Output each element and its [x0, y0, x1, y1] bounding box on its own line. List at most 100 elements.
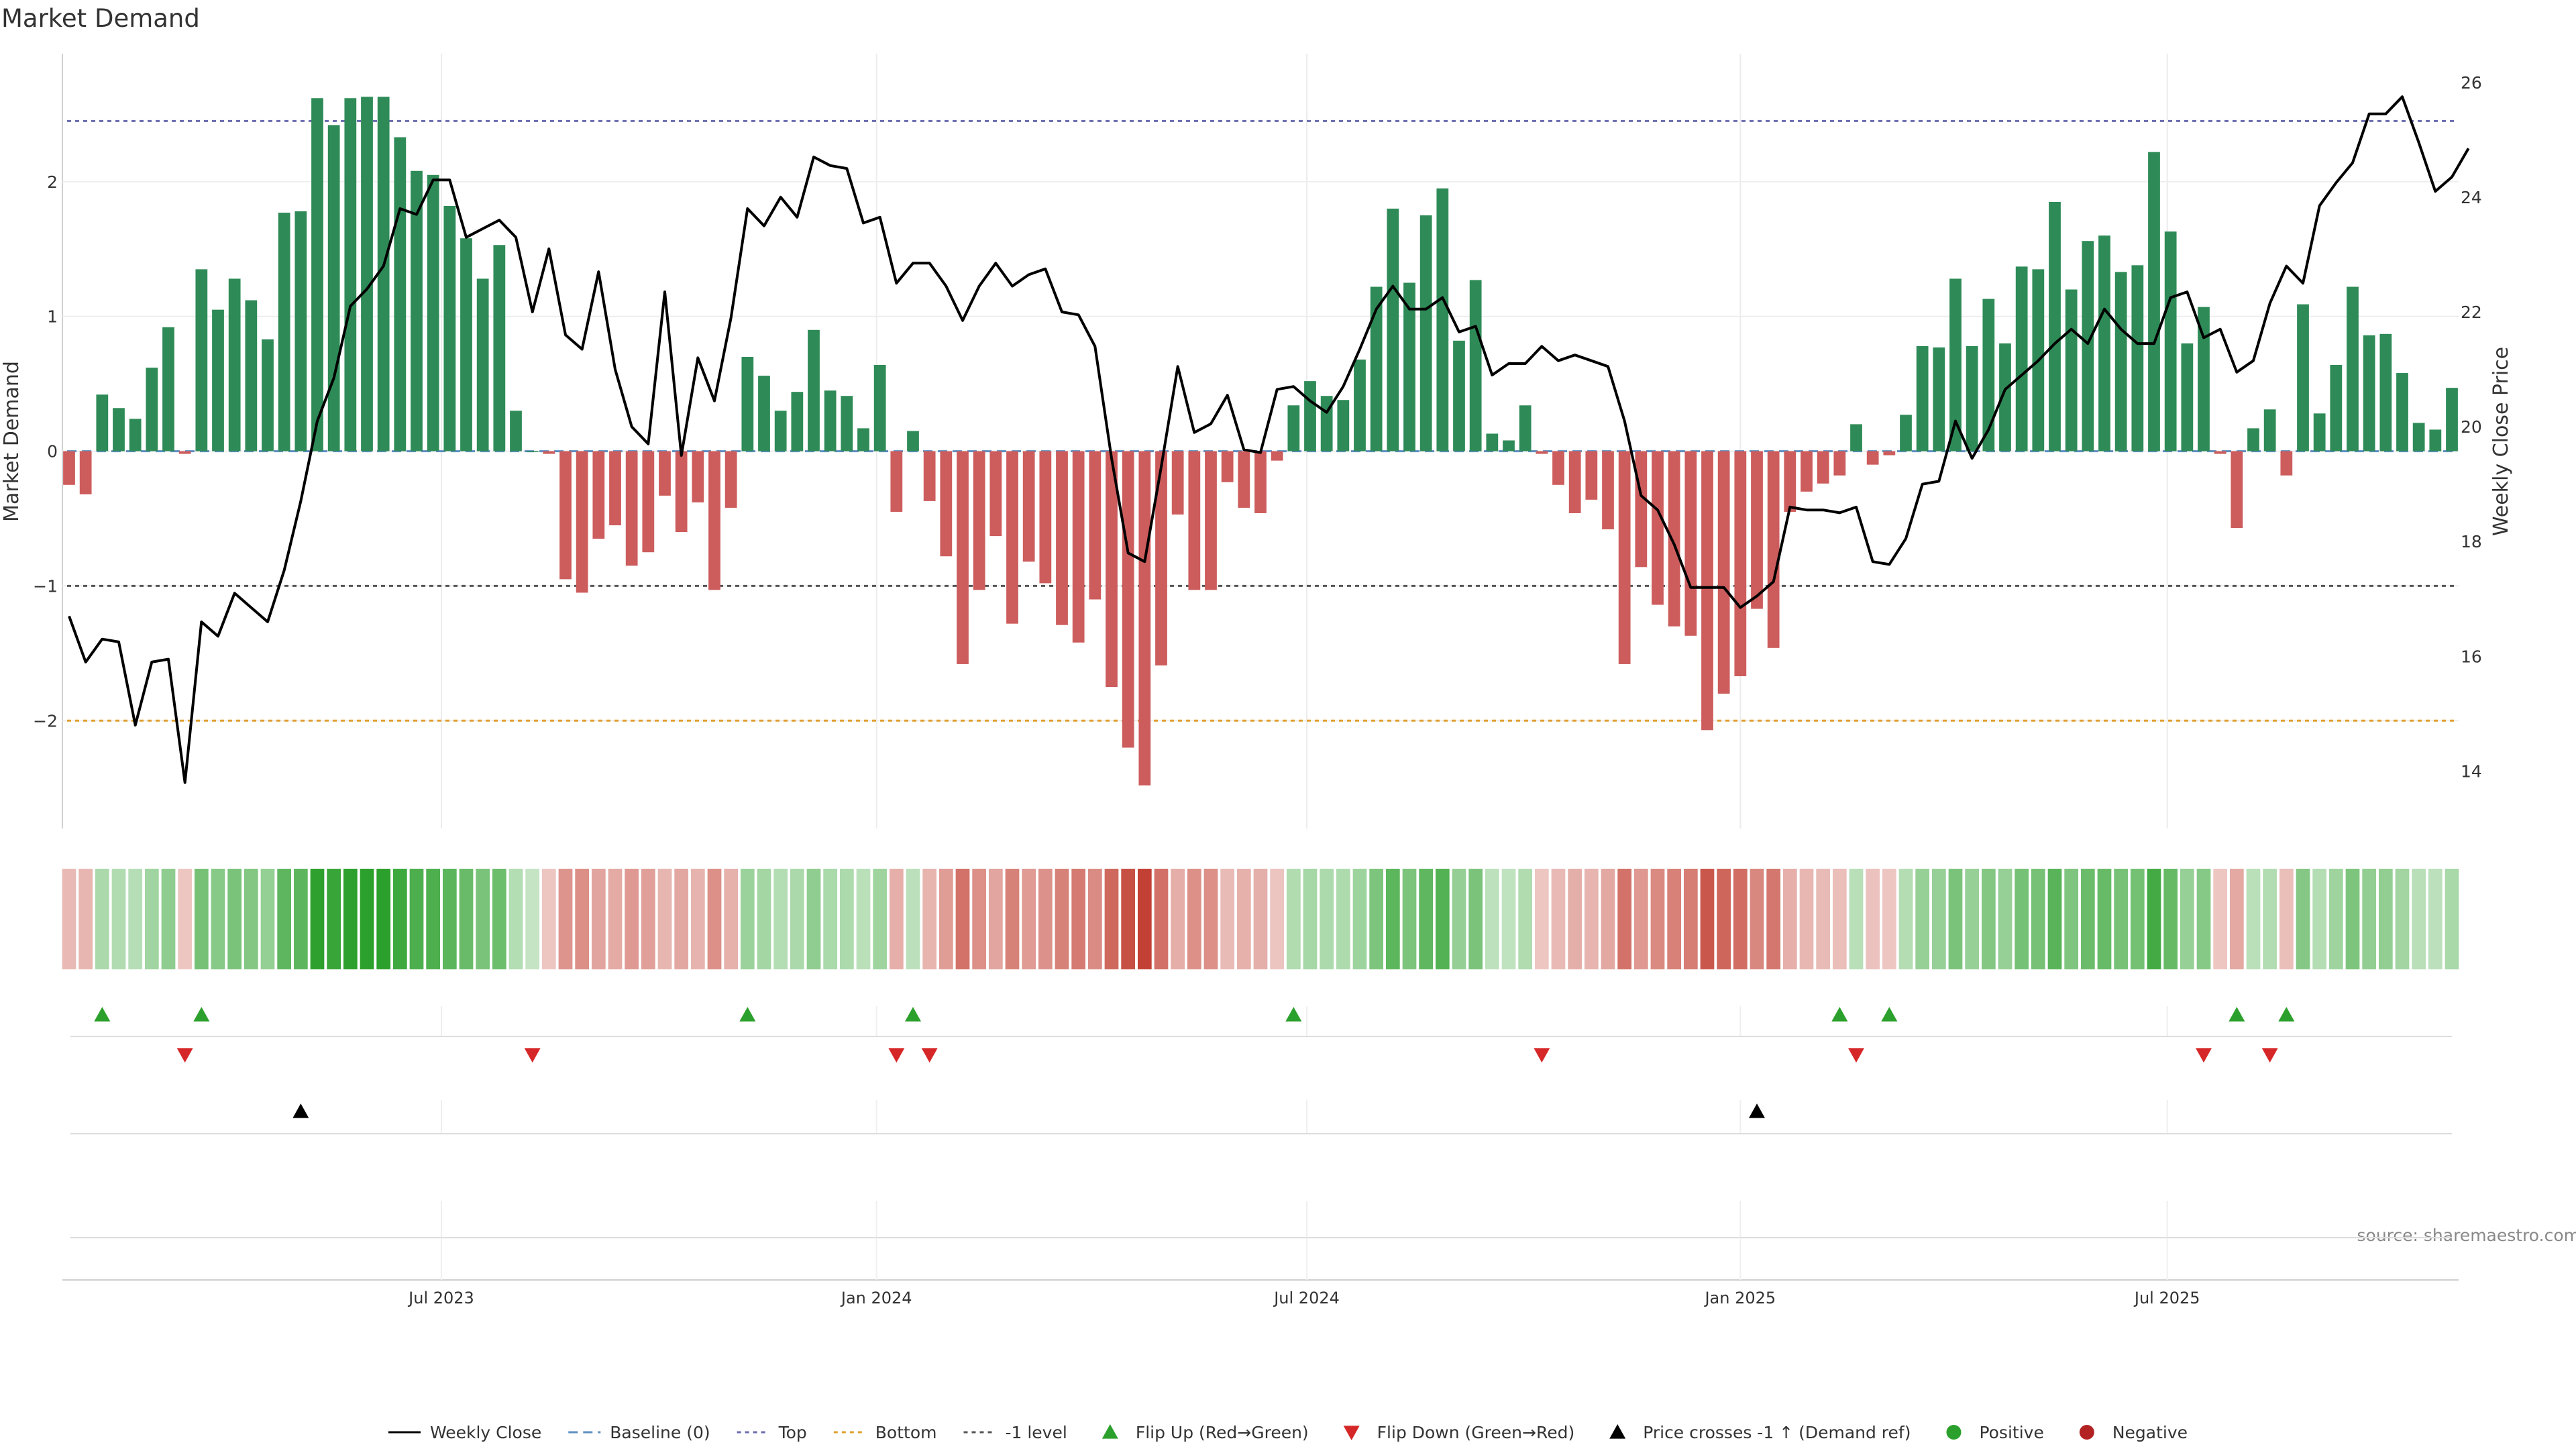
demand-bar [2446, 388, 2458, 451]
demand-bar [327, 125, 340, 451]
demand-bar [625, 451, 638, 566]
x-tick-label: Jan 2025 [1703, 1289, 1776, 1307]
strip-cell [740, 869, 755, 969]
strip-cell [757, 869, 771, 969]
strip-cell [310, 869, 325, 969]
strip-cell [62, 869, 76, 969]
demand-bar [1652, 451, 1664, 605]
right-tick-label: 18 [2461, 532, 2482, 551]
flip-down-marker [524, 1048, 541, 1063]
strip-cell [1187, 869, 1201, 969]
demand-bar [2313, 413, 2326, 451]
demand-bar [262, 339, 274, 451]
strip-cell [906, 869, 920, 969]
demand-bar [63, 451, 75, 485]
demand-bar [592, 451, 605, 539]
strip-cell [343, 869, 358, 969]
demand-bar [2379, 333, 2392, 451]
demand-bar [923, 451, 936, 501]
weekly-close-line [68, 95, 2470, 784]
demand-bar [278, 213, 290, 451]
demand-bar [2049, 201, 2061, 451]
demand-bars [63, 97, 2458, 786]
strip-cell [657, 869, 672, 969]
demand-bar [113, 408, 125, 451]
strip-cell [1832, 869, 1847, 969]
strip-cell [1022, 869, 1036, 969]
strip-cell [409, 869, 424, 969]
strip-cell [1385, 869, 1400, 969]
demand-bar [1354, 359, 1366, 451]
strip-cell [442, 869, 457, 969]
strip-cell [1998, 869, 2012, 969]
strip-cell [227, 869, 242, 969]
strip-cell [2229, 869, 2244, 969]
strip-cell [1650, 869, 1665, 969]
right-axis-label: Weekly Close Price [2489, 347, 2513, 536]
legend-swatch [1102, 1424, 1118, 1439]
strip-cell [1402, 869, 1417, 969]
right-axis-ticks: 14 16 18 20 22 24 26 [2461, 73, 2482, 782]
strip-cell [1898, 869, 1913, 969]
strip-cell [641, 869, 655, 969]
strip-cell [873, 869, 888, 969]
event-marker-panels [70, 1006, 2452, 1238]
legend-label: Bottom [875, 1423, 937, 1442]
strip-cell [2246, 869, 2261, 969]
strip-cell [1203, 869, 1218, 969]
demand-bar [1618, 451, 1631, 664]
demand-bar [1155, 451, 1167, 665]
strip-cell [1700, 869, 1715, 969]
strip-cell [2428, 869, 2443, 969]
demand-bar [129, 419, 142, 451]
demand-bar [890, 451, 903, 512]
demand-bar [2297, 304, 2309, 451]
demand-bar [1866, 451, 1879, 465]
demand-bar [2114, 272, 2127, 451]
strip-cell [211, 869, 225, 969]
flip-up-marker [1285, 1007, 1302, 1022]
demand-bar [2181, 343, 2194, 451]
demand-bar [741, 356, 754, 451]
demand-bar [2148, 152, 2160, 451]
demand-bar [228, 278, 241, 451]
x-tick-label: Jan 2024 [840, 1289, 912, 1307]
price-cross-marker [1749, 1104, 1765, 1118]
strip-cell [1782, 869, 1797, 969]
strip-cell [1104, 869, 1119, 969]
strip-cell [1915, 869, 1930, 969]
strip-cell [1501, 869, 1516, 969]
left-tick-label: 1 [47, 307, 58, 327]
demand-bar [973, 451, 985, 590]
strip-cell [690, 869, 705, 969]
strip-cell [1320, 869, 1334, 969]
strip-cell [856, 869, 871, 969]
strip-cell [2015, 869, 2029, 969]
demand-bar [344, 98, 357, 451]
demand-bar [1701, 451, 1713, 731]
strip-cell [707, 869, 722, 969]
strip-cell [806, 869, 821, 969]
flip-up-marker [2278, 1007, 2295, 1022]
source-label: source: sharemaestro.com [2357, 1226, 2576, 1245]
demand-bar [1717, 451, 1730, 694]
demand-bar [1536, 451, 1548, 454]
legend: Weekly Close Baseline (0) Top Bottom -1 leve… [388, 1423, 2188, 1442]
demand-bar [1403, 282, 1415, 451]
flip-down-marker [1534, 1048, 1550, 1063]
strip-cell [492, 869, 506, 969]
strip-cell [938, 869, 953, 969]
strip-cell [260, 869, 275, 969]
strip-cell [1584, 869, 1599, 969]
demand-bar [2065, 289, 2078, 451]
strip-cell [2445, 869, 2459, 969]
demand-bar [1254, 451, 1267, 513]
strip-cell [1551, 869, 1566, 969]
strip-cell [773, 869, 788, 969]
demand-bar [1122, 451, 1134, 748]
demand-bar [1486, 433, 1499, 451]
demand-bar [1072, 451, 1085, 643]
strip-cell [392, 869, 407, 969]
demand-bar [2363, 335, 2375, 451]
strip-cell [1452, 869, 1466, 969]
